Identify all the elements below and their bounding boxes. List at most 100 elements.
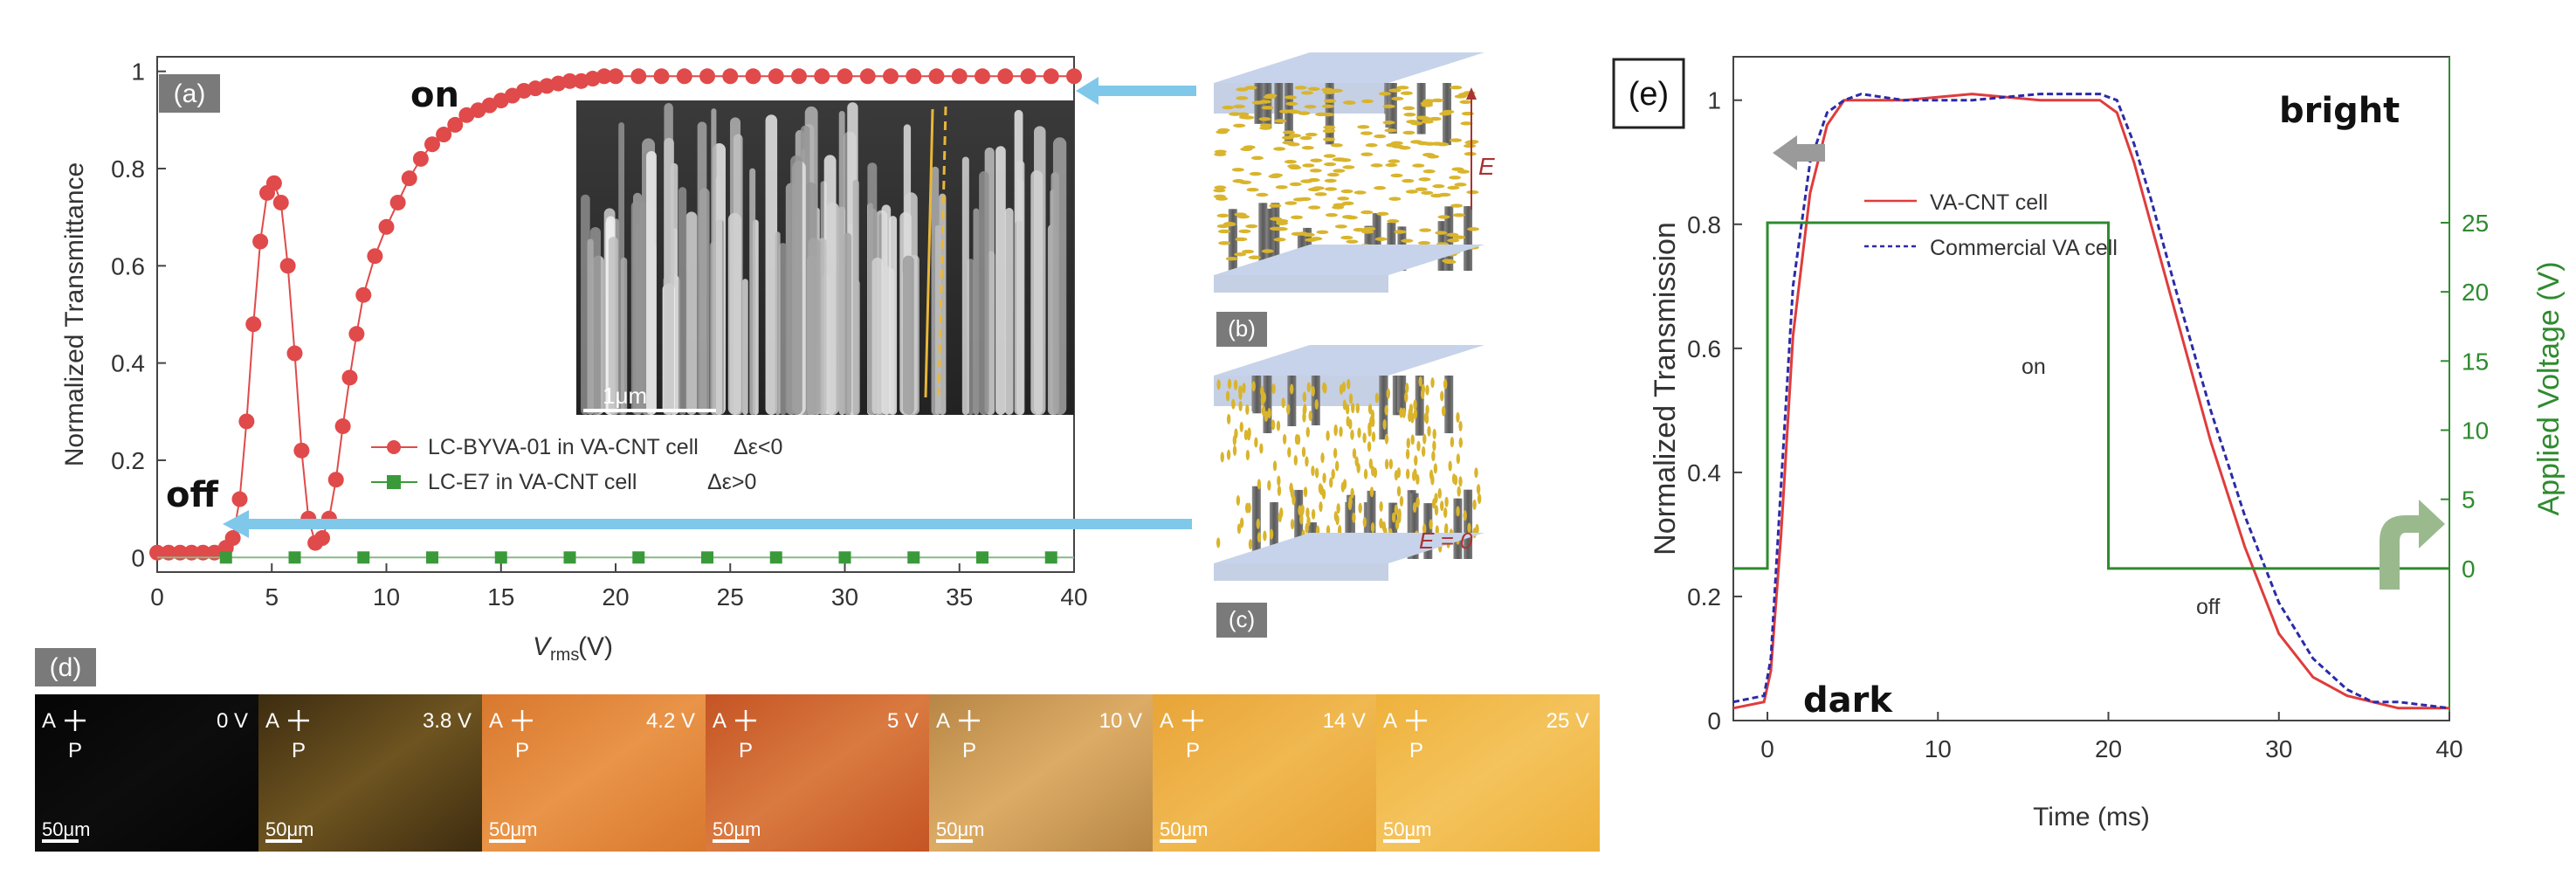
analyzer-label: A (42, 709, 56, 733)
micrograph-0: AP 0 V 50μm (35, 694, 258, 852)
a-point-e7 (838, 551, 851, 564)
a-point-byva (367, 248, 383, 265)
a-point-e7 (494, 551, 507, 564)
panel-e-bright-label: bright (2279, 91, 2400, 131)
scale-label: 50μm (1160, 818, 1208, 840)
polarizer-label: P (962, 739, 976, 762)
arrow-left-axis (1773, 135, 1825, 170)
a-point-byva (265, 175, 282, 191)
a-point-byva (224, 530, 241, 547)
a-point-byva (238, 413, 255, 430)
polarizer-label: P (68, 739, 82, 762)
voltage-label: 14 V (1323, 709, 1366, 733)
analyzer-label: A (265, 709, 279, 733)
a-point-byva (837, 68, 853, 85)
a-ytick-label: 0.6 (111, 252, 145, 279)
panel-e-on-label: on (2022, 355, 2046, 379)
e-ytick-label: 0 (1707, 707, 1721, 735)
arrow-on-head (1076, 77, 1099, 105)
e-xtick-label: 0 (1760, 735, 1774, 762)
a-point-byva (791, 68, 807, 85)
a-ytick-label: 0 (131, 544, 145, 571)
a-point-byva (1020, 68, 1037, 85)
a-point-e7 (701, 551, 713, 564)
scale-label: 50μm (713, 818, 761, 840)
panel-d-label: (d) (50, 653, 82, 682)
panel-b-label: (b) (1228, 315, 1256, 341)
arrow-off-head (223, 510, 249, 538)
e-line-1 (1732, 93, 2450, 710)
a-point-byva (814, 68, 830, 85)
micrograph-4: AP 10 V 50μm (929, 694, 1153, 852)
micrograph-1: AP 3.8 V 50μm (258, 694, 482, 852)
a-point-byva (172, 544, 189, 561)
panel-a-on-label: on (410, 75, 459, 115)
scale-label: 50μm (42, 818, 90, 840)
polarizer-label: P (739, 739, 753, 762)
top-plate-b (1214, 52, 1484, 83)
a-point-byva (161, 544, 177, 561)
a-point-byva (401, 170, 417, 187)
e-ytick-right-label: 15 (2462, 348, 2489, 375)
a-point-byva (293, 442, 310, 459)
panel-e-series (1732, 93, 2450, 710)
panel-c-schematic: E = 0 (c) (1214, 345, 1484, 638)
a-point-e7 (288, 551, 301, 564)
sem-inset-image: 1μm (576, 100, 1074, 416)
e-xtick-label: 20 (2095, 735, 2122, 762)
panel-c-label-box (1216, 603, 1267, 638)
voltage-label: 5 V (887, 709, 919, 733)
polarizer-label: P (292, 739, 306, 762)
a-point-byva (314, 530, 330, 547)
panel-a-xlabel-unit: (V) (578, 632, 613, 661)
e-line-2 (1733, 221, 2449, 570)
a-point-byva (286, 345, 303, 362)
a-xtick-label: 40 (1060, 583, 1087, 611)
legend-marker-e7 (387, 475, 401, 489)
a-point-byva (424, 136, 440, 153)
a-point-byva (195, 544, 211, 561)
e-xtick-label: 30 (2265, 735, 2292, 762)
a-point-byva (334, 418, 351, 435)
a-point-byva (245, 316, 262, 333)
e-ytick-label: 0.6 (1687, 335, 1721, 362)
e-ytick-label: 0.2 (1687, 583, 1721, 611)
a-point-byva (997, 68, 1014, 85)
a-point-byva (341, 369, 358, 386)
panel-e-label: (e) (1629, 76, 1669, 113)
bottom-plate-b (1214, 245, 1484, 275)
a-point-byva (436, 127, 452, 143)
e-line-0 (1732, 93, 2449, 710)
panel-d-label-box (35, 648, 96, 686)
a-xtick-label: 30 (831, 583, 858, 611)
analyzer-label: A (489, 709, 503, 733)
panel-e-ylabel-left: Normalized Transmission (1649, 222, 1682, 555)
micrograph-5: AP 14 V 50μm (1153, 694, 1376, 852)
polarizer-label: P (1409, 739, 1423, 762)
a-point-byva (389, 194, 406, 210)
a-point-byva (252, 233, 269, 250)
analyzer-label: A (1160, 709, 1174, 733)
e-ytick-right-label: 0 (2462, 555, 2476, 583)
a-point-byva (699, 68, 715, 85)
panel-a-xlabel-sub: rms (550, 645, 579, 665)
a-ytick-label: 0.2 (111, 447, 145, 474)
a-xtick-label: 35 (946, 583, 973, 611)
top-plate-c (1214, 345, 1484, 376)
legend-math-byva: Δε<0 (734, 435, 782, 459)
e-ytick-label: 1 (1707, 87, 1721, 114)
a-point-byva (630, 68, 647, 85)
scale-label: 50μm (265, 818, 313, 840)
micrograph-6: AP 25 V 50μm (1376, 694, 1600, 852)
a-point-byva (608, 68, 623, 85)
a-ytick-label: 0.4 (111, 350, 145, 377)
a-point-byva (859, 68, 876, 85)
panel-a-axes: 0 5 10 15 20 25 30 35 40 0 0.2 0.4 0.6 0.8 1 (111, 59, 1088, 611)
a-point-byva (1066, 68, 1082, 85)
a-ytick-label: 0.8 (111, 155, 145, 183)
micrograph-3: AP 5 V 50μm (706, 694, 929, 852)
a-point-e7 (907, 551, 920, 564)
a-ytick-label: 1 (131, 59, 145, 86)
panel-e-legend: VA-CNT cell Commercial VA cell (1864, 190, 2118, 260)
